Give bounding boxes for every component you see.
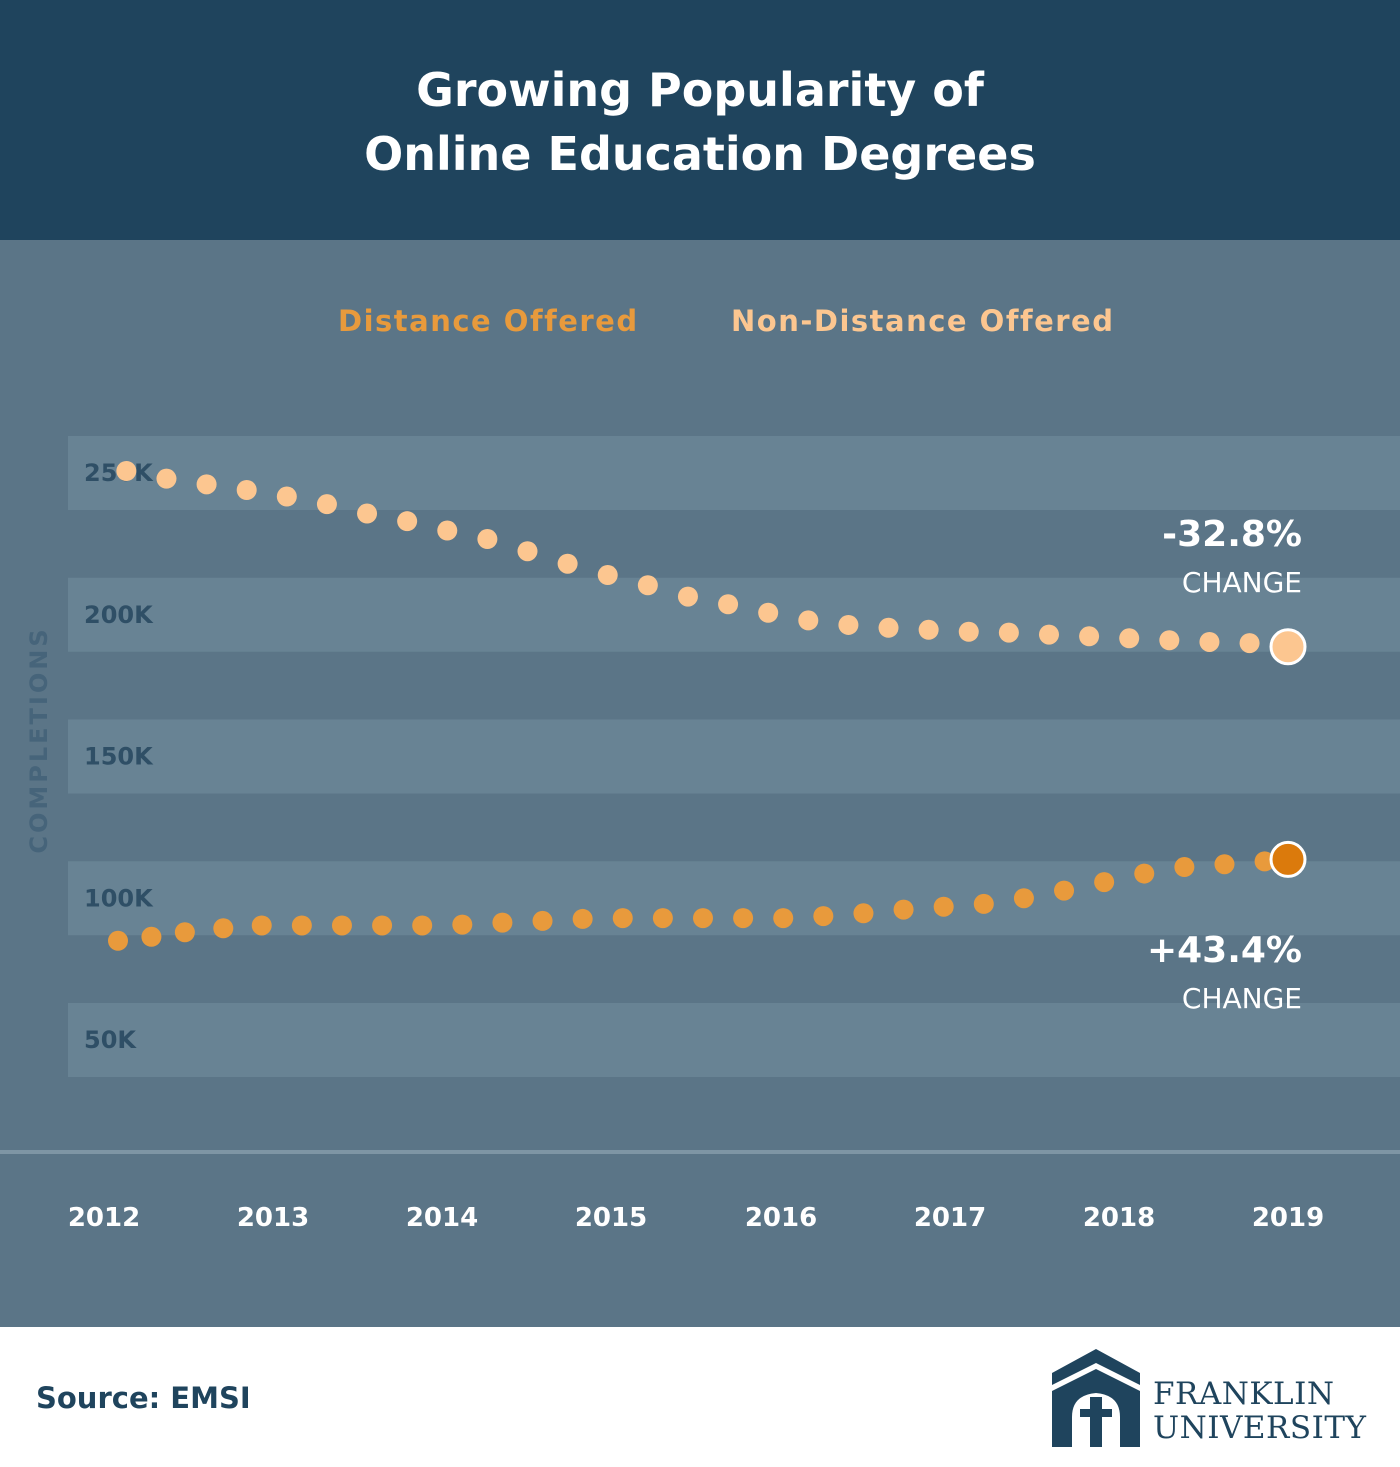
legend-non-distance-offered: Non-Distance Offered xyxy=(731,304,1115,338)
distance-point xyxy=(933,896,954,917)
non-distance-point xyxy=(958,621,979,642)
non-distance-point xyxy=(1119,628,1140,649)
dot-chart: 250K200K150K100K50KCOMPLETIONS2012201320… xyxy=(0,436,1400,1233)
y-tick-label: 50K xyxy=(84,1026,137,1054)
y-axis-label: COMPLETIONS xyxy=(25,626,53,853)
x-tick-label: 2015 xyxy=(575,1203,647,1233)
non-distance-point xyxy=(397,511,418,532)
non-distance-point xyxy=(116,461,137,481)
x-tick-label: 2016 xyxy=(745,1203,817,1233)
grid-band-150k xyxy=(68,719,1400,794)
distance-point xyxy=(213,918,234,939)
x-tick-label: 2019 xyxy=(1252,1203,1324,1233)
non-distance-point xyxy=(156,468,177,489)
logo-wordmark: FRANKLIN UNIVERSITY xyxy=(1153,1377,1366,1445)
non-distance-point xyxy=(196,474,217,495)
x-tick-label: 2014 xyxy=(406,1203,478,1233)
distance-point xyxy=(572,908,593,929)
distance-point xyxy=(813,906,834,927)
non-distance-point xyxy=(477,529,498,550)
non-distance-point xyxy=(798,610,819,631)
distance-point xyxy=(693,908,713,929)
non-distance-point xyxy=(557,553,578,574)
x-tick-label: 2017 xyxy=(914,1203,986,1233)
distance-point xyxy=(1134,863,1155,884)
title-line-2: Online Education Degrees xyxy=(364,127,1036,181)
grid-band-250k xyxy=(68,436,1400,510)
non-distance-point xyxy=(677,586,698,607)
non-distance-end-point xyxy=(1269,628,1307,666)
x-tick-label: 2018 xyxy=(1083,1203,1155,1233)
distance-point xyxy=(492,912,513,933)
distance-point xyxy=(733,908,754,929)
y-tick-label: 150K xyxy=(84,743,154,771)
distance-point xyxy=(973,893,994,914)
x-axis-line xyxy=(0,1150,1400,1154)
distance-point xyxy=(412,915,433,936)
non-distance-point xyxy=(236,479,257,500)
distance-point xyxy=(1174,857,1195,878)
page-title: Growing Popularity of Online Education D… xyxy=(0,58,1400,186)
non-distance-point xyxy=(316,494,337,515)
distance-point xyxy=(1214,854,1235,875)
distance-change-value: +43.4% xyxy=(1147,930,1302,971)
y-tick-label: 100K xyxy=(84,884,154,912)
logo-line-university: UNIVERSITY xyxy=(1153,1410,1367,1446)
non-distance-point xyxy=(597,565,618,586)
footer: Source: EMSI FRANKLIN UNIVERSITY xyxy=(0,1327,1400,1467)
arch-logo-icon xyxy=(1052,1349,1140,1447)
non-distance-point xyxy=(276,486,297,507)
non-distance-point xyxy=(1199,631,1220,652)
non-distance-point xyxy=(517,541,538,562)
distance-point xyxy=(1013,888,1034,909)
distance-change-label: CHANGE xyxy=(1182,982,1302,1015)
non-distance-point xyxy=(437,520,458,541)
header-banner: Growing Popularity of Online Education D… xyxy=(0,0,1400,240)
non-distance-point xyxy=(878,617,899,638)
distance-end-point xyxy=(1269,840,1307,878)
distance-point xyxy=(893,899,914,920)
non-distance-point xyxy=(357,503,378,524)
distance-point xyxy=(141,926,162,947)
distance-point xyxy=(773,908,794,929)
distance-point xyxy=(331,915,352,936)
non-distance-point xyxy=(918,619,939,640)
franklin-university-logo: FRANKLIN UNIVERSITY xyxy=(1050,1347,1370,1452)
distance-point xyxy=(532,910,553,931)
legend-distance-offered: Distance Offered xyxy=(338,304,639,338)
grid-band-50k xyxy=(68,1003,1400,1077)
non-distance-point xyxy=(1079,626,1100,647)
non-distance-point xyxy=(1159,630,1180,651)
distance-point xyxy=(1254,851,1275,872)
non-distance-point xyxy=(718,594,739,615)
distance-point xyxy=(108,930,128,951)
distance-point xyxy=(1054,880,1075,901)
chart-area: 250K200K150K100K50KCOMPLETIONS2012201320… xyxy=(0,240,1400,1327)
y-tick-label: 200K xyxy=(84,601,154,629)
x-tick-label: 2013 xyxy=(237,1203,309,1233)
distance-point xyxy=(452,914,473,935)
distance-point xyxy=(652,908,673,929)
non-distance-point xyxy=(1239,633,1260,654)
distance-point xyxy=(251,915,272,936)
non-distance-point xyxy=(758,602,779,623)
non-distance-point xyxy=(1038,624,1059,645)
distance-point xyxy=(612,908,633,929)
logo-line-franklin: FRANKLIN xyxy=(1153,1376,1335,1412)
title-line-1: Growing Popularity of xyxy=(416,63,984,117)
distance-point xyxy=(291,915,312,936)
distance-point xyxy=(853,903,874,924)
source-note: Source: EMSI xyxy=(36,1381,251,1415)
distance-point xyxy=(174,922,195,943)
distance-point xyxy=(372,915,393,936)
non-distance-change-label: CHANGE xyxy=(1182,566,1302,599)
non-distance-point xyxy=(637,575,658,596)
distance-point xyxy=(1094,872,1115,893)
non-distance-point xyxy=(838,614,859,635)
non-distance-change-value: -32.8% xyxy=(1162,514,1302,555)
non-distance-point xyxy=(998,622,1019,643)
x-tick-label: 2012 xyxy=(68,1203,140,1233)
